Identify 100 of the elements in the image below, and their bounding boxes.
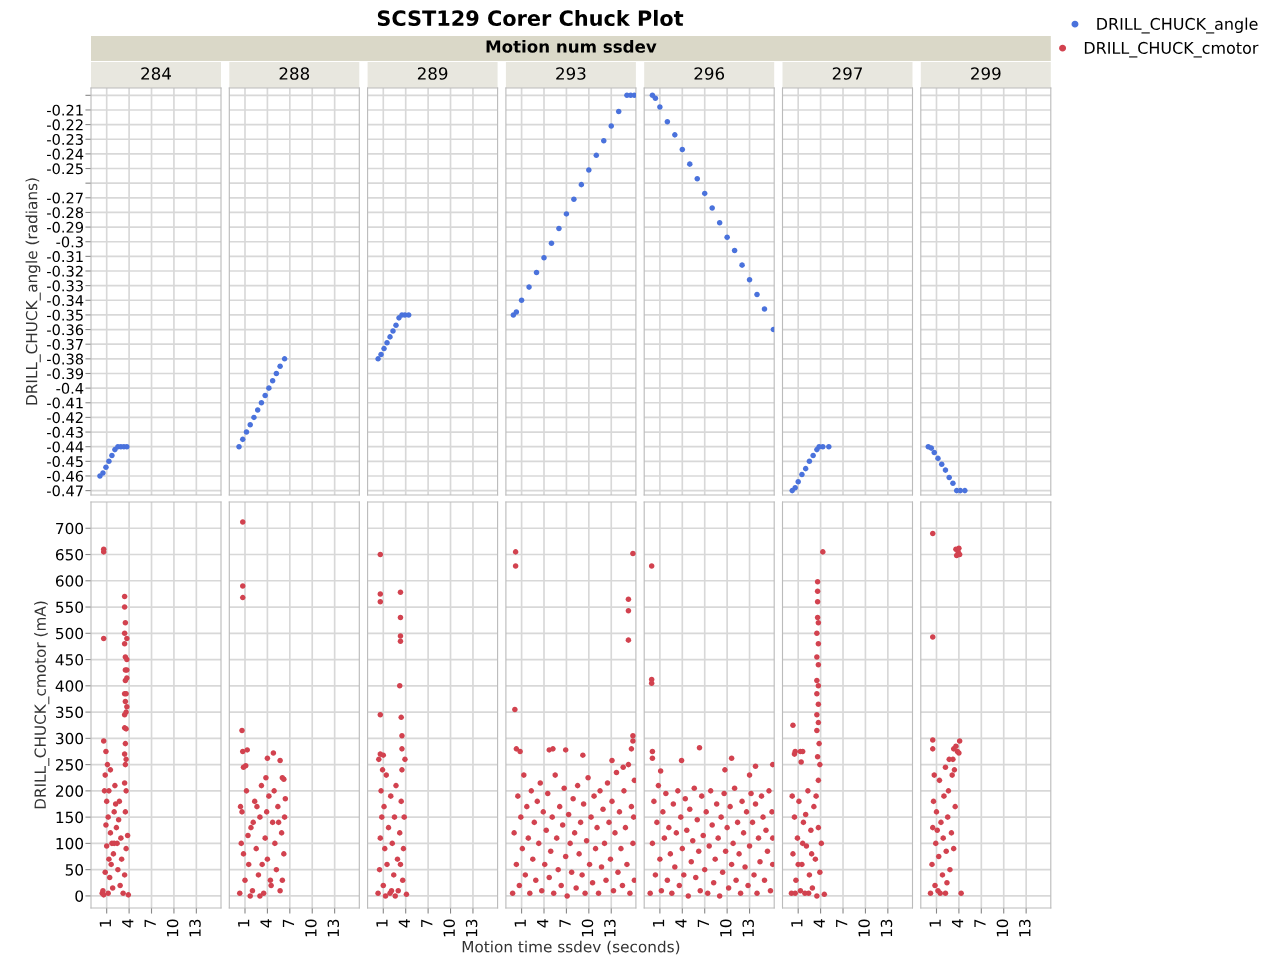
point — [390, 328, 396, 334]
point — [397, 614, 404, 621]
y-tick-label: -0.38 — [47, 353, 84, 365]
point — [947, 866, 953, 873]
point — [238, 840, 245, 847]
point — [526, 284, 532, 290]
point — [377, 711, 384, 718]
point — [403, 891, 410, 898]
point — [933, 809, 940, 815]
point — [376, 756, 382, 763]
y-tick-label: -0.23 — [47, 133, 83, 145]
point — [395, 887, 402, 894]
point — [812, 856, 819, 862]
point — [378, 351, 384, 358]
x-tick-label: 4 — [537, 919, 549, 928]
x-tick-label: 13 — [465, 919, 478, 937]
point — [270, 750, 277, 756]
point — [245, 861, 252, 868]
x-tick-label: 7 — [421, 919, 433, 927]
point — [754, 291, 760, 298]
point — [814, 630, 820, 637]
point — [815, 620, 822, 626]
point — [278, 830, 285, 836]
point — [396, 683, 403, 689]
y-tick-label: -0.34 — [47, 295, 84, 307]
point — [790, 851, 796, 857]
point — [815, 701, 822, 707]
point — [399, 732, 405, 739]
point — [378, 788, 384, 794]
point — [273, 866, 280, 873]
point — [672, 132, 678, 138]
point — [239, 809, 245, 815]
point — [397, 861, 404, 868]
x-tick-label: 4 — [951, 919, 964, 928]
point — [401, 814, 407, 820]
point — [271, 788, 277, 794]
x-tick-label: 13 — [189, 919, 201, 937]
point — [818, 840, 825, 847]
point — [798, 759, 804, 765]
point — [379, 814, 385, 820]
y-tick-label: 650 — [55, 548, 84, 561]
point — [601, 137, 607, 144]
point — [950, 845, 957, 852]
point — [709, 205, 715, 211]
y-tick-label: 500 — [56, 627, 84, 640]
point — [687, 161, 693, 167]
point — [805, 788, 811, 794]
point — [243, 429, 250, 435]
point — [814, 690, 820, 697]
point — [279, 877, 286, 883]
point — [814, 727, 820, 734]
chart-title: 284 — [141, 67, 171, 80]
point — [793, 877, 799, 883]
point — [815, 641, 822, 647]
x-tick-label: 10 — [443, 919, 455, 937]
point — [249, 887, 256, 894]
x-tick-label: 10 — [305, 919, 317, 937]
point — [382, 845, 388, 852]
point — [385, 824, 392, 831]
x-tick-label: 13 — [1019, 919, 1031, 937]
point — [239, 594, 246, 601]
y-tick-label: -0.37 — [47, 338, 83, 350]
x-tick-label: 1 — [238, 919, 250, 927]
x-tick-label: 13 — [880, 919, 893, 937]
y-tick-label: -0.35 — [47, 309, 83, 321]
point — [259, 861, 265, 868]
y-tick-label: 550 — [56, 601, 84, 614]
x-axis-title: Motion time ssdev (seconds) — [462, 940, 680, 955]
point — [236, 443, 242, 450]
point — [929, 861, 935, 868]
point — [398, 714, 404, 721]
chart-title: 289 — [417, 67, 448, 80]
point — [799, 840, 806, 847]
point — [254, 407, 261, 413]
point — [817, 869, 823, 876]
point — [820, 549, 826, 555]
point — [281, 851, 287, 857]
point — [254, 803, 260, 810]
point — [938, 461, 945, 468]
point — [255, 872, 262, 878]
point — [251, 414, 257, 421]
point — [277, 887, 283, 894]
y-tick-label: -0.41 — [47, 397, 83, 409]
point — [380, 882, 387, 889]
point — [239, 748, 246, 755]
point — [394, 856, 401, 862]
y-tick-label: 600 — [55, 575, 84, 587]
point — [814, 893, 820, 899]
point — [948, 830, 955, 836]
y-tick-label: 250 — [56, 759, 84, 771]
point — [257, 814, 263, 820]
point — [250, 819, 256, 826]
point — [393, 782, 399, 789]
y-tick-label: 200 — [56, 785, 84, 797]
chart-title: 296 — [694, 67, 725, 80]
point — [826, 443, 832, 450]
point — [945, 788, 952, 794]
point — [951, 767, 958, 773]
point — [258, 399, 265, 406]
point — [931, 449, 938, 456]
